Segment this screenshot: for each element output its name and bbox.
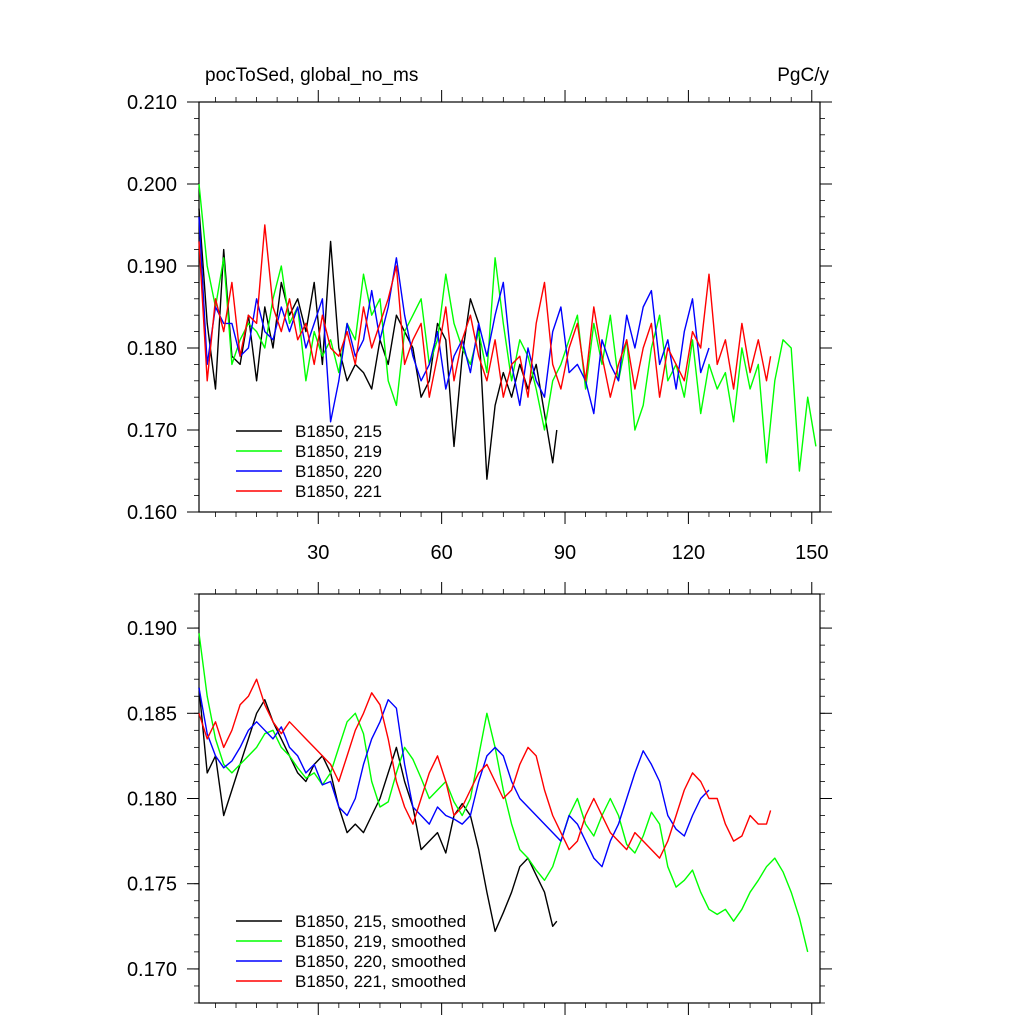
plot-panel-top: 0.160 0.170 0.180 0.190 0.200 0.210 30 60 90 120 1… xyxy=(127,90,832,564)
chart-title: pocToSed, global_no_ms xyxy=(205,65,418,86)
x-tick-label: 120 xyxy=(672,542,705,564)
y-tick-label: 0.180 xyxy=(127,789,177,811)
legend-label: B1850, 219, smoothed xyxy=(295,932,466,951)
series-line-bottom-2 xyxy=(198,633,809,953)
series-line-top-2 xyxy=(198,183,817,472)
legend-label: B1850, 221, smoothed xyxy=(295,972,466,991)
plot-frame-top xyxy=(198,101,821,513)
x-tick-label: 30 xyxy=(307,542,329,564)
y-tick-label: 0.170 xyxy=(127,420,177,442)
legend-label: B1850, 221 xyxy=(295,482,382,501)
y-tick-label: 0.185 xyxy=(127,703,177,725)
y-tick-label: 0.160 xyxy=(127,502,177,524)
y-tick-label: 0.180 xyxy=(127,338,177,360)
legend-label: B1850, 219 xyxy=(295,442,382,461)
series-line-top-3 xyxy=(198,216,710,423)
y-tick-label: 0.170 xyxy=(127,959,177,981)
series-line-bottom-4 xyxy=(198,678,772,859)
plot-frame-bottom xyxy=(198,593,821,1004)
y-tick-label: 0.210 xyxy=(127,92,177,114)
y-tick-label: 0.190 xyxy=(127,618,177,640)
units-label: PgC/y xyxy=(777,65,829,86)
plot-panel-bottom: 0.170 0.175 0.180 0.185 0.190 B1850, 215, smo… xyxy=(127,582,832,1015)
series-line-top-4 xyxy=(198,224,772,398)
y-tick-label: 0.200 xyxy=(127,174,177,196)
series-line-bottom-3 xyxy=(198,687,710,868)
legend-label: B1850, 220, smoothed xyxy=(295,952,466,971)
series-line-bottom-1 xyxy=(198,687,558,933)
legend-label: B1850, 215, smoothed xyxy=(295,912,466,931)
y-tick-label: 0.175 xyxy=(127,874,177,896)
y-tick-label: 0.190 xyxy=(127,256,177,278)
x-tick-label: 90 xyxy=(554,542,576,564)
x-tick-label: 60 xyxy=(431,542,453,564)
x-tick-label: 150 xyxy=(795,542,828,564)
legend-label: B1850, 220 xyxy=(295,462,382,481)
legend-label: B1850, 215 xyxy=(295,422,382,441)
